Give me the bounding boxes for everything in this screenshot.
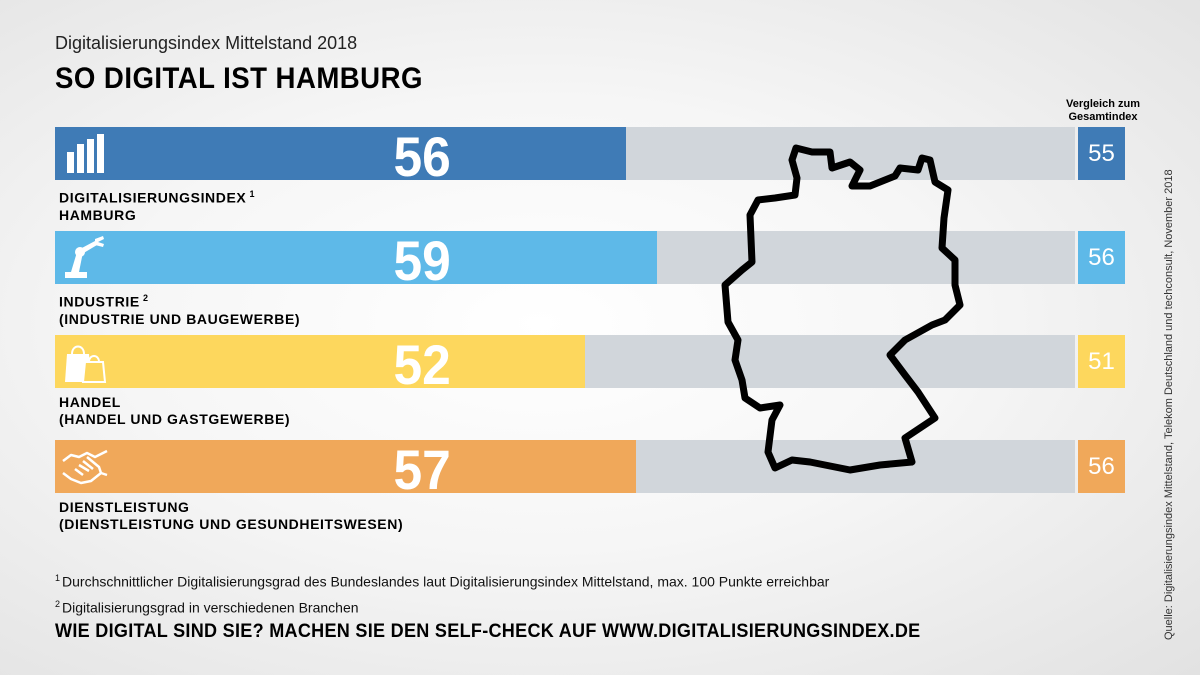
bar-value-label: 57	[393, 438, 451, 501]
source-note: Quelle: Digitalisierungsindex Mittelstan…	[1163, 169, 1175, 640]
bar-value-label: 52	[393, 333, 451, 396]
comparison-value-box: 55	[1078, 127, 1125, 180]
bar-value-mark: 52	[55, 333, 586, 396]
category-label: Handel (Handel und Gastgewerbe)	[59, 394, 291, 427]
bar-value-mark: 59	[55, 229, 657, 292]
bar-value-mark: 57	[55, 438, 637, 501]
category-label: Industrie 2 (Industrie und Baugewerbe)	[59, 293, 301, 327]
category-label: Digitalisierungsindex 1 Hamburg	[59, 189, 256, 223]
handshake-icon	[61, 443, 111, 490]
comparison-value-box: 56	[1078, 231, 1125, 284]
germany-outline-path	[721, 144, 964, 474]
compare-header: Vergleich zum Gesamtindex	[1066, 98, 1140, 123]
call-to-action: WIE DIGITAL SIND SIE? MACHEN SIE DEN SEL…	[55, 621, 921, 642]
bar-chart-icon	[61, 130, 111, 177]
bar-value-label: 59	[393, 229, 451, 292]
footnote-1: 1 Durchschnittlicher Digitalisierungsgrad…	[55, 573, 830, 590]
page-title: SO DIGITAL IST HAMBURG	[55, 62, 423, 95]
footnotes: 1 Durchschnittlicher Digitalisierungsgrad…	[55, 567, 829, 618]
robot-arm-icon	[61, 234, 111, 281]
category-label: Dienstleistung (Dienstleistung und Gesund…	[59, 499, 404, 532]
bar-value-mark: 56	[55, 125, 627, 188]
bar-value-label: 56	[393, 125, 451, 188]
shopping-bags-icon	[61, 338, 111, 385]
comparison-value-box: 56	[1078, 440, 1125, 493]
comparison-value-box: 51	[1078, 335, 1125, 388]
footnote-2: 2 Digitalisierungsgrad in verschiedenen B…	[55, 598, 359, 616]
subtitle: Digitalisierungsindex Mittelstand 2018	[55, 33, 358, 53]
